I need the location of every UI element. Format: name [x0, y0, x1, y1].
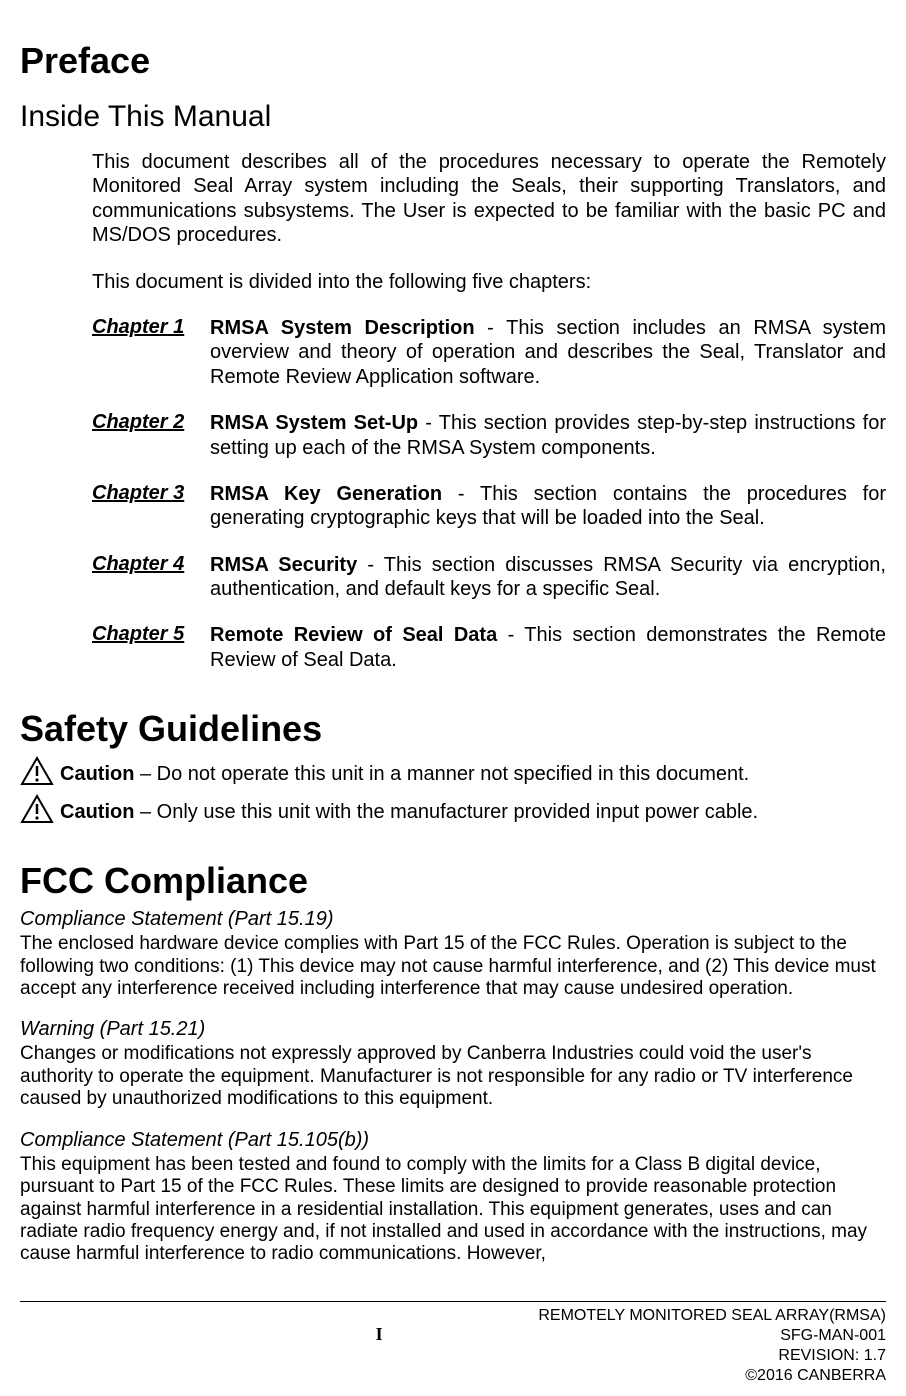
fcc-subheading: Compliance Statement (Part 15.19)	[20, 908, 886, 931]
chapter-title: Remote Review of Seal Data	[210, 624, 497, 646]
chapter-body: RMSA Security - This section discusses R…	[210, 553, 886, 602]
caution-label: Caution	[60, 763, 134, 785]
chapter-label: Chapter 1	[92, 316, 210, 389]
caution-text: – Only use this unit with the manufactur…	[134, 801, 758, 823]
chapter-row: Chapter 4 RMSA Security - This section d…	[92, 553, 886, 602]
fcc-subheading: Warning (Part 15.21)	[20, 1018, 886, 1041]
chapter-body: RMSA System Description - This section i…	[210, 316, 886, 389]
caution-label: Caution	[60, 801, 134, 823]
page-footer: I REMOTELY MONITORED SEAL ARRAY(RMSA) SF…	[20, 1301, 886, 1386]
chapter-body: RMSA System Set-Up - This section provid…	[210, 411, 886, 460]
preface-title: Preface	[20, 40, 886, 82]
preface-subtitle: Inside This Manual	[20, 100, 886, 134]
footer-line: REMOTELY MONITORED SEAL ARRAY(RMSA)	[538, 1306, 886, 1326]
fcc-title: FCC Compliance	[20, 860, 886, 902]
fcc-body: This equipment has been tested and found…	[20, 1154, 886, 1266]
chapter-title: RMSA System Set-Up	[210, 412, 418, 434]
safety-title: Safety Guidelines	[20, 708, 886, 750]
footer-line: ©2016 CANBERRA	[538, 1366, 886, 1386]
chapter-label: Chapter 5	[92, 623, 210, 672]
footer-line: REVISION: 1.7	[538, 1346, 886, 1366]
fcc-subheading: Compliance Statement (Part 15.105(b))	[20, 1129, 886, 1152]
fcc-body: The enclosed hardware device complies wi…	[20, 933, 886, 1000]
chapter-label: Chapter 2	[92, 411, 210, 460]
caution-triangle-icon	[20, 794, 54, 824]
chapter-label: Chapter 4	[92, 553, 210, 602]
chapter-body: RMSA Key Generation - This section conta…	[210, 482, 886, 531]
footer-line: SFG-MAN-001	[538, 1326, 886, 1346]
chapter-row: Chapter 5 Remote Review of Seal Data - T…	[92, 623, 886, 672]
footer-right: REMOTELY MONITORED SEAL ARRAY(RMSA) SFG-…	[538, 1306, 886, 1386]
chapter-row: Chapter 2 RMSA System Set-Up - This sect…	[92, 411, 886, 460]
caution-text: – Do not operate this unit in a manner n…	[134, 763, 749, 785]
caution-row: Caution – Do not operate this unit in a …	[20, 756, 886, 786]
chapter-title: RMSA System Description	[210, 317, 475, 339]
caution-triangle-icon	[20, 756, 54, 786]
intro-paragraph-2: This document is divided into the follow…	[92, 270, 886, 294]
page-number: I	[376, 1306, 383, 1345]
chapter-body: Remote Review of Seal Data - This sectio…	[210, 623, 886, 672]
chapter-row: Chapter 3 RMSA Key Generation - This sec…	[92, 482, 886, 531]
chapter-row: Chapter 1 RMSA System Description - This…	[92, 316, 886, 389]
caution-row: Caution – Only use this unit with the ma…	[20, 794, 886, 824]
chapter-title: RMSA Security	[210, 554, 357, 576]
fcc-body: Changes or modifications not expressly a…	[20, 1043, 886, 1110]
chapter-label: Chapter 3	[92, 482, 210, 531]
chapter-title: RMSA Key Generation	[210, 483, 442, 505]
intro-paragraph-1: This document describes all of the proce…	[92, 150, 886, 248]
